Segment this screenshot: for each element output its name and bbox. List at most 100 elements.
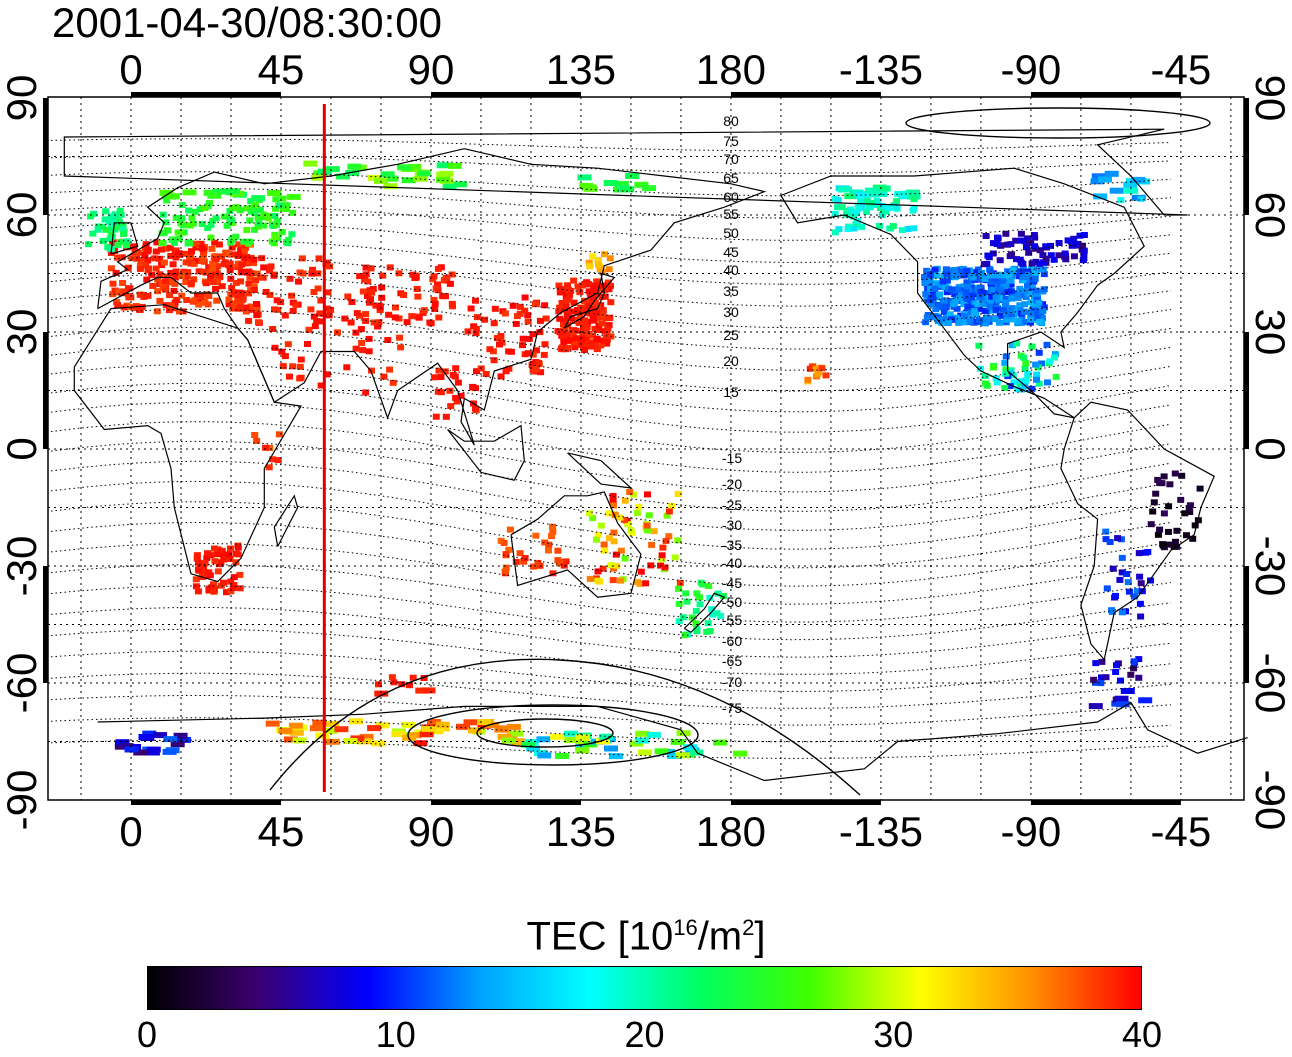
tec-point <box>227 588 235 595</box>
tec-point <box>1047 252 1055 259</box>
tec-point <box>359 733 374 740</box>
tec-point <box>215 561 223 568</box>
tec-point <box>124 746 139 753</box>
right-tick-label: -60 <box>1247 653 1292 714</box>
tec-point <box>1035 349 1043 356</box>
tec-point <box>526 745 541 752</box>
tec-point <box>234 296 242 302</box>
tec-point <box>863 198 871 204</box>
tec-point <box>942 304 950 311</box>
frame-bar-top <box>131 92 281 97</box>
tec-point <box>501 568 509 575</box>
tec-point <box>400 292 408 298</box>
tec-point <box>283 202 291 209</box>
tec-point <box>507 348 515 355</box>
tec-point <box>612 551 620 558</box>
tec-point <box>692 608 700 614</box>
tec-point <box>560 321 567 328</box>
tec-point <box>961 313 969 319</box>
tec-point <box>520 558 528 565</box>
tec-point <box>604 745 618 752</box>
tec-point <box>645 512 653 519</box>
tec-point <box>265 464 273 471</box>
tec-point <box>699 581 707 588</box>
tec-point <box>583 741 598 748</box>
tec-point <box>904 226 912 232</box>
contour-label: -70 <box>722 674 742 690</box>
tec-point <box>1103 585 1111 592</box>
tec-point <box>1024 268 1032 275</box>
tec-point <box>175 250 183 257</box>
tec-point <box>953 272 961 279</box>
tec-point <box>149 283 157 289</box>
tec-point <box>668 503 676 509</box>
tec-point <box>1033 376 1040 383</box>
tec-point <box>169 261 177 268</box>
tec-point <box>675 752 690 759</box>
tec-point <box>633 510 641 516</box>
tec-point <box>85 241 93 248</box>
tec-point <box>289 307 297 314</box>
tec-point <box>1002 289 1010 295</box>
tec-point <box>1044 379 1051 386</box>
tec-point <box>667 753 682 759</box>
tec-point <box>1104 170 1119 177</box>
tec-point <box>582 326 590 333</box>
tec-point <box>447 162 462 169</box>
tec-point <box>201 560 209 567</box>
tec-point <box>536 736 551 743</box>
tec-point <box>379 272 387 279</box>
tec-point <box>254 223 262 230</box>
tec-point <box>585 302 593 309</box>
tec-point <box>232 280 240 286</box>
tec-point <box>284 341 292 348</box>
tec-point <box>230 574 238 581</box>
colorbar-tick-label: 0 <box>136 1014 158 1055</box>
tec-point <box>272 221 280 228</box>
coastline <box>110 222 139 255</box>
tec-point <box>193 552 201 559</box>
tec-point <box>994 272 1002 279</box>
tec-point <box>316 318 324 325</box>
tec-point <box>266 291 274 298</box>
tec-point <box>563 730 578 737</box>
tec-point <box>597 314 605 321</box>
tec-point <box>1025 249 1033 256</box>
tec-point <box>587 291 595 298</box>
tec-point <box>1022 377 1030 384</box>
tec-point <box>582 297 590 304</box>
tec-point <box>591 325 599 332</box>
tec-point <box>1135 550 1143 557</box>
tec-point <box>260 264 268 271</box>
tec-point <box>1013 256 1020 263</box>
colorbar-tick-label: 30 <box>873 1014 914 1055</box>
tec-point <box>1118 609 1126 616</box>
tec-point <box>591 300 599 306</box>
tec-point <box>264 212 272 219</box>
tec-point <box>384 175 399 182</box>
tec-point <box>958 291 966 298</box>
tec-point <box>253 270 261 277</box>
coastline <box>447 424 525 481</box>
tec-point <box>502 368 510 375</box>
tec-point <box>1007 311 1015 318</box>
tec-point <box>383 183 398 190</box>
tec-point <box>434 265 442 272</box>
tec-point <box>866 204 874 211</box>
tec-point <box>373 177 388 184</box>
tec-point <box>591 340 599 347</box>
contour-line <box>50 628 1171 675</box>
tec-point <box>1114 695 1129 702</box>
tec-point <box>214 278 221 285</box>
tec-point <box>882 208 890 215</box>
tec-point <box>269 326 277 332</box>
tec-point <box>349 718 363 725</box>
tec-point <box>253 312 261 319</box>
tec-point <box>596 266 604 273</box>
tec-point <box>269 456 277 463</box>
frame-tick-bars <box>43 92 1249 805</box>
tec-point <box>463 719 478 726</box>
tec-point <box>536 317 544 324</box>
tec-point <box>532 301 539 308</box>
tec-point <box>1152 490 1160 497</box>
